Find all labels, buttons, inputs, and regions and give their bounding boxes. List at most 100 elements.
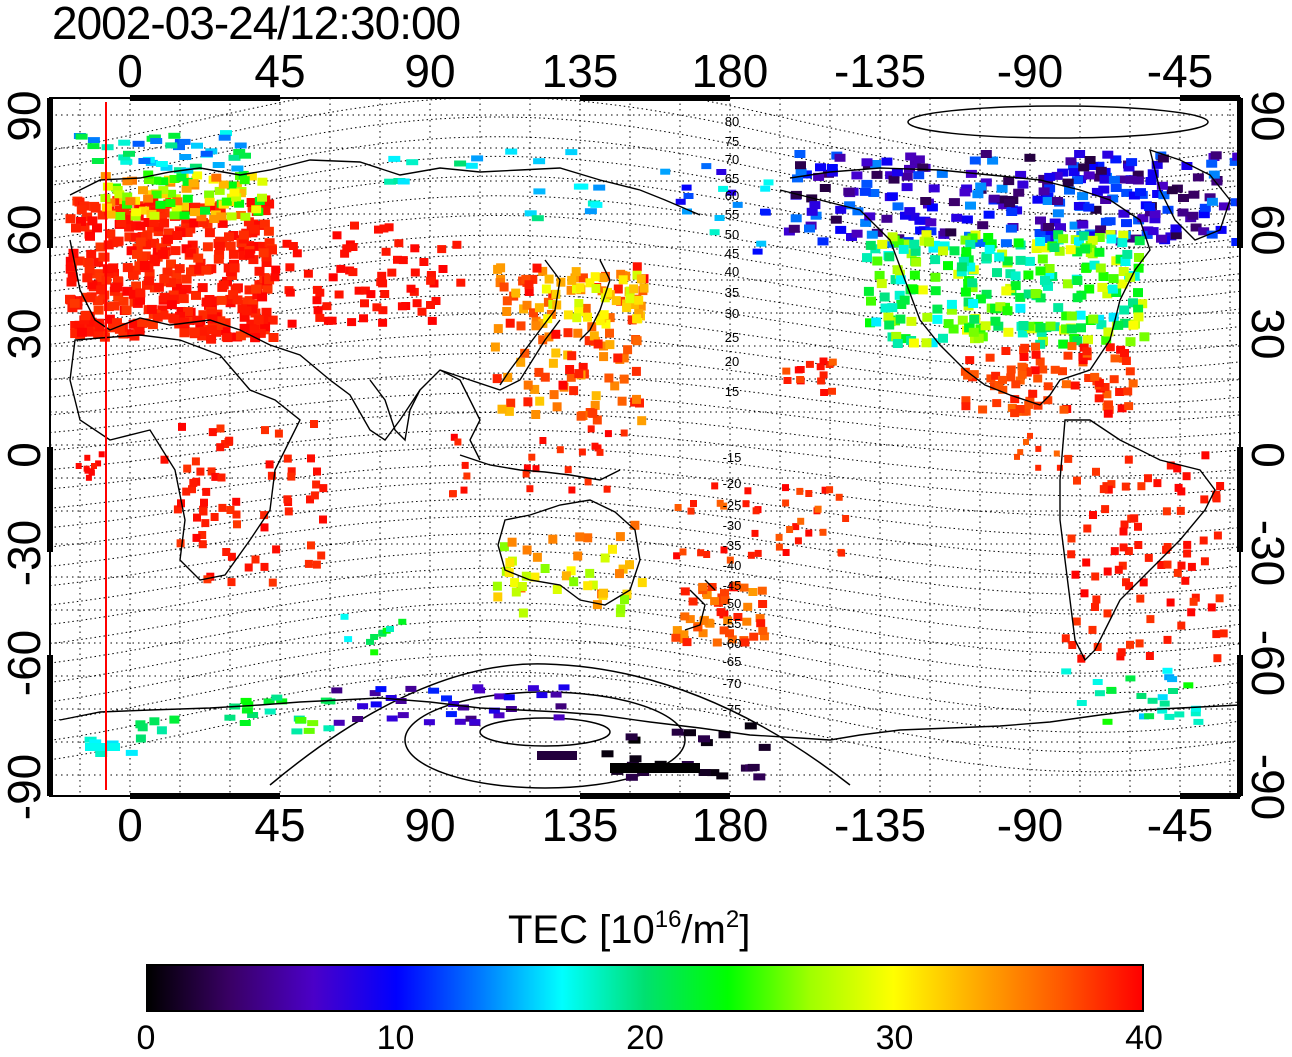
tec-cell xyxy=(257,193,267,202)
tec-cell xyxy=(206,334,217,344)
tec-cell xyxy=(412,299,422,308)
tec-cell xyxy=(1091,603,1099,611)
tec-cell xyxy=(929,240,940,250)
tec-cell xyxy=(590,272,600,282)
tec-cell xyxy=(529,308,538,318)
tec-cell xyxy=(904,207,916,216)
tec-cell xyxy=(135,237,146,247)
tec-cell xyxy=(720,596,730,605)
tec-cell xyxy=(797,517,805,525)
contour-label: 80 xyxy=(725,114,739,129)
tec-cell xyxy=(819,357,828,365)
tec-cell xyxy=(95,242,106,252)
tec-cell xyxy=(257,292,268,302)
tec-cell xyxy=(211,472,220,481)
tec-cell xyxy=(1063,351,1073,360)
tec-cell xyxy=(385,695,397,701)
tec-cell xyxy=(1145,177,1157,185)
tec-cell xyxy=(946,305,957,315)
tec-cell xyxy=(1119,527,1128,536)
tec-cell xyxy=(1213,531,1222,540)
tec-cell xyxy=(1084,374,1094,382)
tec-cell xyxy=(170,246,181,256)
tec-cell xyxy=(861,158,873,167)
tec-cell xyxy=(212,321,223,330)
tec-cell xyxy=(975,294,986,304)
tec-cell xyxy=(714,215,725,221)
axis-tick-label: -60 xyxy=(1242,629,1292,697)
tec-cell xyxy=(149,211,160,220)
tec-cell xyxy=(1118,267,1129,276)
tec-cell xyxy=(684,729,696,737)
tec-cell xyxy=(1096,320,1107,330)
tec-cell xyxy=(122,263,133,273)
tec-cell xyxy=(1101,335,1112,345)
tec-cell xyxy=(176,288,187,298)
tec-cell xyxy=(874,270,885,280)
south-pole-contour-outer xyxy=(269,663,851,786)
tec-cell xyxy=(1137,299,1148,309)
tec-cell xyxy=(319,515,327,524)
tec-cell xyxy=(352,716,364,722)
tec-cell xyxy=(1097,282,1108,292)
tec-cell xyxy=(135,288,146,298)
tec-cell xyxy=(132,140,145,147)
tec-cell xyxy=(593,339,603,349)
tec-cell xyxy=(782,484,789,492)
tec-cell xyxy=(1017,180,1029,189)
tec-cell xyxy=(165,142,178,149)
tec-cell xyxy=(630,520,640,530)
tec-cell xyxy=(521,571,531,581)
tec-cell xyxy=(1134,253,1144,262)
tec-cell xyxy=(965,169,977,178)
coastline-path xyxy=(499,259,561,386)
tec-cell xyxy=(1232,152,1240,161)
tec-cell xyxy=(1031,342,1040,351)
tec-cell xyxy=(1006,373,1016,382)
tec-cell xyxy=(431,297,441,305)
tec-cell xyxy=(503,372,513,382)
tec-cell xyxy=(1176,506,1185,515)
tec-cell xyxy=(427,316,437,325)
tec-cell xyxy=(193,253,204,263)
tec-cell xyxy=(493,592,503,602)
tec-cell xyxy=(782,367,791,375)
tec-cell xyxy=(1114,565,1123,574)
tec-cell xyxy=(948,324,959,334)
tec-cell xyxy=(242,701,254,708)
tec-cell xyxy=(505,318,515,328)
tec-cell xyxy=(214,250,225,259)
tec-cell xyxy=(909,239,920,249)
tec-cell xyxy=(492,581,502,591)
tec-cell xyxy=(449,490,457,498)
tec-cell xyxy=(398,618,407,625)
tec-cell xyxy=(977,221,989,230)
tec-cell xyxy=(1013,238,1024,248)
tec-cell xyxy=(980,321,991,331)
tec-cell xyxy=(578,273,588,283)
tec-cell xyxy=(179,211,190,220)
tec-cell xyxy=(410,244,420,253)
tec-cell xyxy=(76,327,87,337)
tec-cell xyxy=(189,327,200,337)
tec-cell xyxy=(1064,186,1075,195)
tec-cell xyxy=(181,167,194,174)
tec-cell xyxy=(153,227,164,237)
tec-cell xyxy=(683,193,694,199)
tec-cell xyxy=(921,338,932,348)
tec-cell xyxy=(200,150,213,157)
tec-cell xyxy=(1042,192,1054,201)
tec-cell xyxy=(348,268,358,277)
tec-cell xyxy=(990,382,999,391)
tec-cell xyxy=(886,192,898,201)
tec-cell xyxy=(76,217,86,226)
tec-cell xyxy=(214,186,225,195)
tec-cell xyxy=(636,274,646,284)
tec-cell xyxy=(958,256,969,266)
tec-cell xyxy=(1124,547,1133,555)
tec-cell xyxy=(179,202,189,211)
tec-cell xyxy=(620,429,628,437)
tec-cell xyxy=(1056,464,1063,471)
tec-cell xyxy=(261,307,272,317)
tec-cell xyxy=(511,587,521,597)
